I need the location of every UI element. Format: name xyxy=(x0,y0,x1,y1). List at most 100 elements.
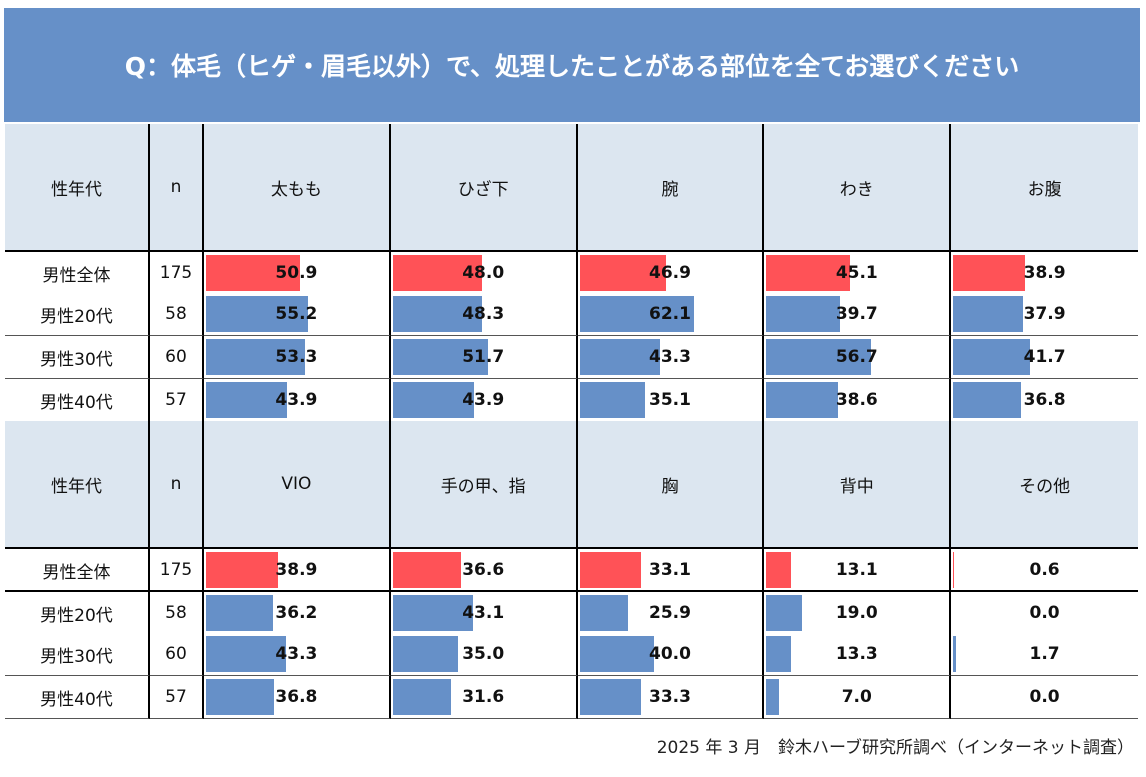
data-label: 45.1 xyxy=(835,263,878,283)
data-bar xyxy=(392,382,474,418)
row-n: 175 xyxy=(150,252,204,295)
value-cell: 46.9 xyxy=(577,252,765,295)
data-label: 43.3 xyxy=(649,347,691,367)
value-cell: 36.8 xyxy=(204,676,391,719)
column-header: その他 xyxy=(951,421,1138,547)
data-bar xyxy=(206,552,278,588)
value-cell: 31.6 xyxy=(390,676,578,719)
value-cell: 43.3 xyxy=(577,336,765,379)
value-cell: 55.2 xyxy=(204,293,391,336)
data-label: 48.0 xyxy=(462,263,505,283)
data-bar xyxy=(579,339,660,375)
column-header: 腕 xyxy=(577,124,765,250)
value-cell: 13.3 xyxy=(764,633,952,676)
row-label: 男性40代 xyxy=(5,379,150,422)
data-label: 53.3 xyxy=(275,347,318,367)
value-cell: 43.9 xyxy=(390,379,578,422)
data-label: 33.3 xyxy=(649,687,691,707)
value-cell: 38.9 xyxy=(951,252,1138,295)
data-bar xyxy=(579,595,628,631)
data-bar xyxy=(206,636,287,672)
table-row: 男性40代 57 36.8 31.6 33.3 7.0 0.0 xyxy=(5,676,1138,719)
data-bar xyxy=(579,679,642,715)
row-n: 58 xyxy=(150,592,204,635)
header-cell: 性年代 xyxy=(5,124,150,250)
data-label: 19.0 xyxy=(835,603,878,623)
data-label: 41.7 xyxy=(1023,347,1066,367)
data-label: 46.9 xyxy=(649,263,691,283)
row-label: 男性20代 xyxy=(5,592,150,635)
data-bar xyxy=(392,255,482,291)
data-label: 43.3 xyxy=(275,644,318,664)
question-title: Q：体毛（ヒゲ・眉毛以外）で、処理したことがある部位を全てお選びください xyxy=(4,8,1140,122)
value-cell: 35.1 xyxy=(577,379,765,422)
value-cell: 51.7 xyxy=(390,336,578,379)
data-label: 40.0 xyxy=(649,644,691,664)
value-cell: 33.3 xyxy=(577,676,765,719)
data-label: 50.9 xyxy=(275,263,318,283)
data-label: 25.9 xyxy=(649,603,691,623)
value-cell: 1.7 xyxy=(951,633,1138,676)
row-label: 男性全体 xyxy=(5,549,150,592)
row-label: 男性20代 xyxy=(5,293,150,336)
table-row: 男性20代 58 36.2 43.1 25.9 19.0 0.0 xyxy=(5,590,1138,635)
column-header: ひざ下 xyxy=(390,124,578,250)
value-cell: 19.0 xyxy=(764,592,952,635)
value-cell: 50.9 xyxy=(204,252,391,295)
data-bar xyxy=(206,339,305,375)
data-label: 36.2 xyxy=(275,603,318,623)
data-bar xyxy=(206,382,288,418)
value-cell: 43.3 xyxy=(204,633,391,676)
table-row: 男性30代 60 43.3 35.0 40.0 13.3 1.7 xyxy=(5,633,1138,676)
row-label: 男性30代 xyxy=(5,633,150,676)
data-bar xyxy=(206,679,275,715)
value-cell: 35.0 xyxy=(390,633,578,676)
row-n: 60 xyxy=(150,633,204,676)
column-header: 太もも xyxy=(204,124,391,250)
data-bar xyxy=(392,679,452,715)
data-bar xyxy=(766,339,872,375)
data-label: 38.9 xyxy=(1023,263,1066,283)
data-bar xyxy=(392,595,473,631)
column-header: VIO xyxy=(204,421,391,547)
data-bar xyxy=(953,255,1026,291)
data-label: 55.2 xyxy=(275,304,318,324)
data-bar xyxy=(206,255,301,291)
data-label: 35.0 xyxy=(462,644,505,664)
data-label: 56.7 xyxy=(835,347,878,367)
value-cell: 37.9 xyxy=(951,293,1138,336)
row-n: 60 xyxy=(150,336,204,379)
data-bar xyxy=(766,552,791,588)
data-label: 0.0 xyxy=(1029,687,1060,707)
data-bar xyxy=(953,382,1022,418)
data-bar xyxy=(953,552,955,588)
header-row: 性年代 n 太もも ひざ下腕わき お腹 xyxy=(5,124,1138,250)
data-label: 43.9 xyxy=(462,390,505,410)
data-bar xyxy=(766,382,838,418)
value-cell: 25.9 xyxy=(577,592,765,635)
row-label: 男性40代 xyxy=(5,676,150,719)
header-row: 性年代 n VIO 手の甲、指胸背中 その他 xyxy=(5,421,1138,547)
data-bar xyxy=(206,595,273,631)
data-bar xyxy=(579,636,654,672)
column-header: わき xyxy=(764,124,952,250)
data-bar xyxy=(766,679,780,715)
value-cell: 0.6 xyxy=(951,549,1138,592)
data-bar xyxy=(953,339,1031,375)
row-label: 男性30代 xyxy=(5,336,150,379)
data-bar xyxy=(953,296,1024,332)
source-note: 2025 年 3 月 鈴木ハーブ研究所調べ（インターネット調査） xyxy=(656,738,1134,758)
data-bar xyxy=(766,595,802,631)
column-header: 背中 xyxy=(764,421,952,547)
data-label: 37.9 xyxy=(1023,304,1066,324)
data-label: 51.7 xyxy=(462,347,505,367)
data-bar xyxy=(953,636,957,672)
data-label: 7.0 xyxy=(841,687,872,707)
column-header: 胸 xyxy=(577,421,765,547)
data-label: 0.0 xyxy=(1029,603,1060,623)
data-label: 43.9 xyxy=(275,390,318,410)
table-row: 男性全体 175 50.9 48.0 46.9 45.1 38.9 xyxy=(5,250,1138,295)
data-bar xyxy=(766,255,850,291)
data-bar xyxy=(579,255,667,291)
value-cell: 33.1 xyxy=(577,549,765,592)
